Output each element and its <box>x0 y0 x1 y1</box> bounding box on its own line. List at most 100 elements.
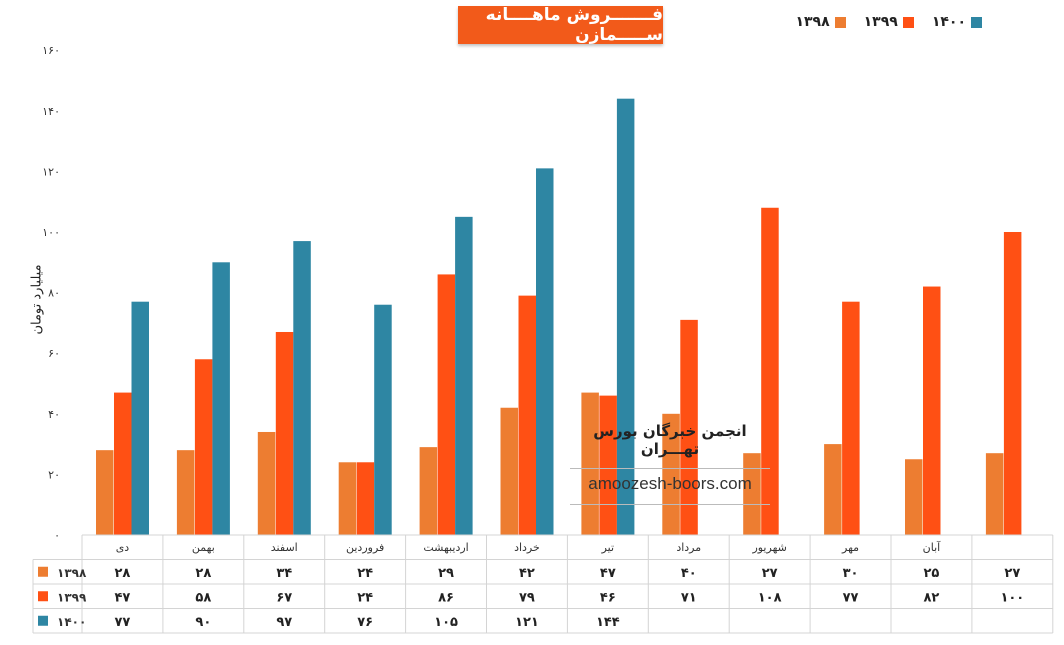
data-label: ۲۹ <box>438 566 454 581</box>
legend-label-1398: ۱۳۹۸ <box>795 14 830 30</box>
bar-2-4 <box>455 216 473 535</box>
data-label: ۱۴۴ <box>596 615 620 630</box>
data-label: ۲۸ <box>115 566 131 581</box>
data-label: ۸۶ <box>438 590 454 605</box>
chart-title: فـــــــروش ماهــــانه ســـــمازن <box>458 5 663 45</box>
y-tick-label: ۱۴۰ <box>42 105 60 118</box>
bar-2-5 <box>536 168 554 535</box>
table-legend-swatch <box>38 615 48 626</box>
bar-1-3 <box>356 462 375 535</box>
x-tick-label: آبان <box>923 540 941 554</box>
y-tick-label: ۱۰۰ <box>42 226 60 239</box>
bar-0-5 <box>500 407 518 535</box>
data-label: ۳۴ <box>276 566 292 581</box>
legend-item-1399: ۱۳۹۹ <box>864 14 914 30</box>
data-label: ۲۵ <box>924 566 940 581</box>
bar-1-11 <box>1003 232 1022 535</box>
bar-0-11 <box>985 453 1004 535</box>
legend-item-1398: ۱۳۹۸ <box>795 14 846 30</box>
bar-2-3 <box>374 304 392 535</box>
bar-0-9 <box>824 444 842 535</box>
y-tick-label: ۲۰ <box>48 468 60 481</box>
bar-0-3 <box>338 462 357 535</box>
x-tick-label: مهر <box>841 541 859 554</box>
watermark: انجمن خبرگان بورس تهـــران amoozesh-boor… <box>570 422 770 505</box>
data-label: ۱۰۰ <box>1000 590 1024 605</box>
data-label: ۴۷ <box>115 590 131 605</box>
data-label: ۷۱ <box>681 590 697 605</box>
data-label: ۱۰۸ <box>758 590 782 605</box>
data-label: ۴۶ <box>600 590 616 605</box>
y-axis-label: میلیارد تومان <box>29 264 45 335</box>
bar-0-1 <box>176 450 195 535</box>
data-label: ۲۴ <box>357 566 373 581</box>
data-label: ۲۷ <box>1004 566 1020 581</box>
bar-1-2 <box>275 331 294 535</box>
y-tick-label: ۱۲۰ <box>42 165 60 178</box>
y-tick-label: ۴۰ <box>48 408 60 421</box>
bar-1-6 <box>599 395 617 535</box>
legend-swatch-1398 <box>834 16 846 28</box>
x-tick-label: خرداد <box>514 541 540 554</box>
watermark-title: انجمن خبرگان بورس تهـــران <box>570 422 770 469</box>
bar-2-0 <box>131 301 149 535</box>
bar-1-0 <box>114 392 132 535</box>
table-series-name: ۱۳۹۹ <box>57 590 87 604</box>
x-tick-label: دی <box>116 541 130 554</box>
data-label: ۴۲ <box>519 566 535 581</box>
table-legend-swatch <box>38 591 48 602</box>
data-label: ۹۰ <box>195 615 211 630</box>
watermark-url: amoozesh-boors.com <box>570 469 770 505</box>
legend-item-1400: ۱۴۰۰ <box>932 14 982 30</box>
bar-1-1 <box>194 359 213 535</box>
data-label: ۹۷ <box>276 615 292 630</box>
data-label: ۴۷ <box>600 566 616 581</box>
bar-0-4 <box>419 447 438 535</box>
data-label: ۴۰ <box>681 566 697 581</box>
x-tick-label: تیر <box>601 541 614 554</box>
bar-0-10 <box>905 459 923 535</box>
data-label: ۱۰۵ <box>434 615 458 630</box>
bar-1-10 <box>923 286 941 535</box>
x-tick-label: اردیبهشت <box>423 541 468 554</box>
data-label: ۵۸ <box>195 590 211 605</box>
bar-1-9 <box>842 301 860 535</box>
bar-1-7 <box>680 319 698 535</box>
bar-2-6 <box>616 98 635 536</box>
legend-label-1399: ۱۳۹۹ <box>863 14 898 30</box>
y-tick-label: ۸۰ <box>48 287 60 300</box>
x-tick-label: اسفند <box>271 541 298 554</box>
bar-1-5 <box>518 295 536 535</box>
legend-label-1400: ۱۴۰۰ <box>931 14 966 30</box>
data-label: ۷۶ <box>357 615 373 630</box>
bar-2-2 <box>293 241 311 535</box>
data-label: ۱۲۱ <box>515 615 539 630</box>
table-series-name: ۱۴۰۰ <box>57 615 86 629</box>
y-tick-label: ۱۶۰ <box>42 44 60 57</box>
x-tick-label: شهریور <box>751 541 786 554</box>
data-label: ۸۲ <box>924 590 940 605</box>
data-label: ۲۴ <box>357 590 373 605</box>
bar-1-4 <box>437 274 456 535</box>
legend-swatch-1399 <box>902 16 914 28</box>
table-legend-swatch <box>38 566 48 577</box>
legend: ۱۴۰۰ ۱۳۹۹ ۱۳۹۸ <box>795 14 982 30</box>
data-label: ۷۷ <box>843 590 859 605</box>
data-label: ۳۰ <box>843 566 859 581</box>
bar-0-0 <box>96 450 114 535</box>
data-label: ۷۹ <box>519 590 535 605</box>
x-tick-label: بهمن <box>192 541 215 554</box>
x-tick-label: مرداد <box>676 541 701 554</box>
data-label: ۲۷ <box>762 566 778 581</box>
data-label: ۲۸ <box>195 566 211 581</box>
y-tick-label: ۰ <box>54 529 60 542</box>
table-series-name: ۱۳۹۸ <box>57 566 87 580</box>
y-tick-label: ۶۰ <box>48 347 60 360</box>
data-label: ۶۷ <box>276 590 292 605</box>
bar-2-1 <box>212 262 230 535</box>
bar-0-6 <box>581 392 599 535</box>
data-label: ۷۷ <box>115 615 131 630</box>
bar-1-8 <box>761 207 779 535</box>
bar-0-8 <box>743 453 761 535</box>
